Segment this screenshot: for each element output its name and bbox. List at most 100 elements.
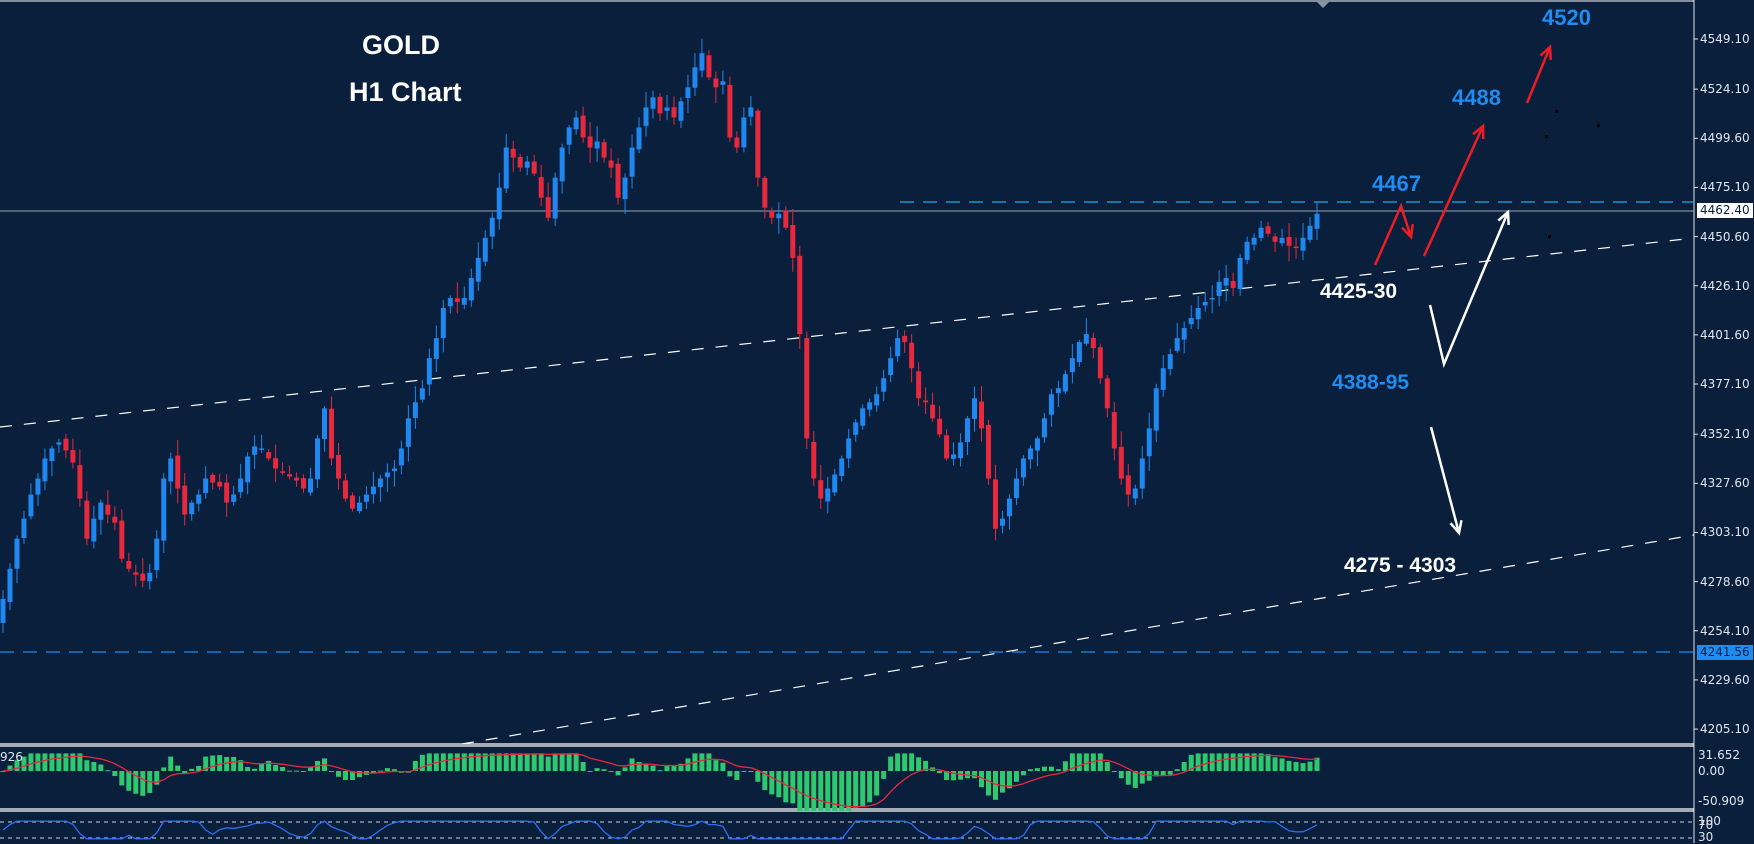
- macd-axis-min: -50.909: [1698, 794, 1745, 808]
- candle-body: [1314, 213, 1320, 229]
- price-tick-label: 4254.10: [1700, 623, 1750, 638]
- candle-body: [1265, 226, 1271, 234]
- candle-body: [727, 84, 733, 138]
- candle-body: [147, 572, 153, 582]
- macd-histogram-bar: [1055, 769, 1061, 771]
- macd-histogram-bar: [762, 771, 768, 791]
- macd-histogram-bar: [349, 771, 355, 780]
- macd-histogram-bar: [175, 765, 181, 771]
- candle-body: [860, 408, 866, 426]
- macd-histogram-bar: [238, 760, 244, 771]
- macd-histogram-bar: [999, 771, 1005, 793]
- macd-histogram-bar: [545, 756, 551, 771]
- macd-histogram-bar: [797, 771, 803, 811]
- candle-body: [1104, 378, 1110, 409]
- macd-histogram-bar: [1013, 771, 1019, 782]
- macd-histogram-bar: [189, 768, 195, 771]
- macd-histogram-bar: [734, 771, 740, 780]
- macd-histogram-bar: [231, 756, 237, 771]
- support-label-4275: 4275 - 4303: [1344, 554, 1457, 577]
- macd-histogram-bar: [839, 771, 845, 811]
- macd-histogram-bar: [1104, 762, 1110, 771]
- candle-body: [622, 177, 628, 200]
- candle-body: [965, 418, 971, 443]
- macd-histogram-bar: [825, 771, 831, 811]
- macd-histogram-bar: [699, 753, 705, 771]
- macd-histogram-bar: [1027, 769, 1033, 771]
- macd-histogram-bar: [538, 753, 544, 771]
- macd-histogram-bar: [1020, 771, 1026, 776]
- macd-histogram-bar: [301, 771, 307, 772]
- price-tick-label: 4450.60: [1700, 229, 1750, 244]
- candle-body: [77, 465, 83, 499]
- macd-histogram-bar: [755, 771, 761, 782]
- macd-histogram-bar: [769, 771, 775, 795]
- candle-body: [98, 502, 104, 520]
- candle-body: [35, 478, 41, 495]
- macd-histogram-bar: [329, 771, 334, 772]
- candle-body: [266, 452, 272, 459]
- current-price-tag: 4462.40: [1697, 203, 1753, 218]
- candle-body: [1097, 347, 1103, 379]
- candle-body: [315, 438, 321, 480]
- macd-histogram-bar: [594, 768, 600, 771]
- candle-body: [196, 494, 202, 504]
- candle-body: [1048, 394, 1054, 415]
- macd-histogram-bar: [266, 760, 272, 771]
- macd-histogram-bar: [0, 771, 6, 772]
- candle-body: [105, 504, 111, 515]
- candle-body: [287, 474, 293, 477]
- candle-body: [1251, 237, 1257, 245]
- macd-histogram-bar: [1111, 771, 1117, 772]
- macd-histogram-bar: [636, 762, 642, 771]
- macd-histogram-bar: [280, 767, 286, 771]
- candle-body: [384, 472, 390, 478]
- candle-body: [1258, 227, 1264, 238]
- macd-histogram-bar: [1230, 753, 1236, 771]
- candle-body: [398, 448, 404, 466]
- macd-histogram-bar: [224, 756, 230, 771]
- candle-body: [1202, 301, 1208, 306]
- candle-body: [636, 127, 642, 150]
- macd-histogram-bar: [1118, 771, 1124, 779]
- support-price-tag: 4241.56: [1697, 645, 1753, 660]
- macd-histogram-bar: [308, 766, 314, 771]
- macd-histogram-bar: [979, 771, 985, 788]
- macd-histogram-bar: [986, 771, 991, 796]
- macd-histogram-bar: [503, 753, 509, 771]
- candle-body: [335, 455, 341, 479]
- macd-histogram-bar: [154, 771, 160, 785]
- macd-histogram-bar: [706, 753, 712, 771]
- macd-histogram-bar: [1041, 766, 1047, 771]
- macd-histogram-bar: [98, 764, 104, 771]
- macd-histogram-bar: [384, 768, 390, 771]
- candle-body: [1167, 354, 1173, 370]
- candle-body: [755, 110, 761, 178]
- candle-body: [545, 197, 551, 218]
- macd-histogram-bar: [356, 771, 362, 778]
- candle-body: [559, 147, 565, 182]
- price-tick-label: 4475.10: [1700, 180, 1750, 195]
- rsi-axis-100: 100: [1698, 814, 1721, 828]
- macd-histogram-bar: [573, 753, 579, 771]
- candle-body: [1188, 318, 1194, 325]
- candle-body: [405, 418, 411, 447]
- macd-histogram-bar: [1174, 769, 1180, 771]
- candle-body: [783, 210, 789, 228]
- candle-body: [252, 446, 258, 455]
- price-tick-label: 4303.10: [1700, 525, 1750, 540]
- macd-histogram-bar: [972, 771, 978, 779]
- macd-histogram-bar: [1153, 771, 1159, 777]
- candle-body: [594, 141, 600, 149]
- candle-body: [1118, 446, 1124, 479]
- macd-histogram-bar: [461, 753, 467, 771]
- candle-body: [14, 538, 20, 569]
- candle-body: [1020, 458, 1026, 478]
- macd-histogram-bar: [1279, 758, 1285, 771]
- candle-body: [329, 408, 334, 459]
- candle-body: [70, 450, 76, 463]
- candle-body: [811, 441, 817, 479]
- candle-body: [224, 482, 230, 503]
- macd-histogram-bar: [958, 771, 964, 780]
